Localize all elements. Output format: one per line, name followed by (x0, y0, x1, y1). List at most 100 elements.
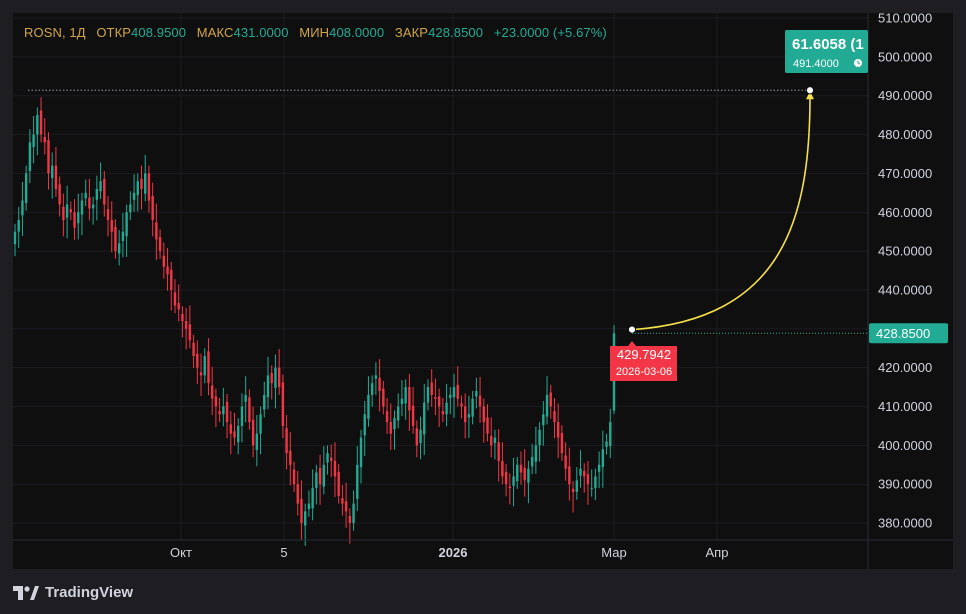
candle-body (222, 406, 225, 415)
candle-body (244, 394, 247, 402)
candle-body (571, 488, 575, 492)
candle-body (430, 382, 433, 395)
y-tick-label: 510.0000 (878, 11, 932, 26)
candle-body (463, 406, 467, 423)
candle-body (125, 212, 128, 237)
candle-body (408, 387, 411, 411)
projection-overlay: 429.7942 2026-03-06 61.6058 (1 491.4000 428.… (28, 30, 948, 381)
last-price-value: 428.8500 (876, 326, 930, 341)
candle-body (132, 192, 136, 200)
candle-body (523, 467, 526, 481)
time-axis: Окт 5 2026 Мар Апр (170, 545, 728, 560)
candle-body (568, 466, 571, 485)
ohlc-legend: ROSN, 1Д ОТКР408.9500 МАКС431.0000 МИН40… (24, 25, 607, 40)
low-label: МИН (299, 25, 330, 40)
candle-body (270, 373, 273, 384)
candle-body (564, 455, 567, 469)
candle-body (147, 173, 151, 201)
candle-body (166, 266, 169, 275)
candle-body (367, 394, 370, 419)
candle-body (519, 464, 523, 473)
candle-body (36, 115, 39, 135)
candle-body (337, 471, 340, 496)
x-tick-label: 2026 (439, 545, 468, 560)
candle-body (359, 437, 363, 468)
candle-body (214, 396, 218, 407)
candle-body (389, 422, 392, 434)
candle-body (296, 484, 299, 504)
candle-body (17, 220, 20, 232)
y-tick-label: 470.0000 (878, 166, 932, 181)
tradingview-brand[interactable]: TradingView (13, 584, 133, 601)
candle-body (575, 480, 578, 492)
tradingview-logo-icon (13, 585, 39, 600)
candle-body (151, 195, 154, 221)
candle-body (65, 204, 69, 218)
candle-body (527, 468, 530, 483)
candle-body (471, 398, 474, 417)
candle-body (51, 165, 54, 179)
candle-body (69, 209, 73, 213)
candle-body (456, 384, 459, 399)
candle-body (344, 501, 348, 512)
candle-body (266, 375, 270, 398)
candle-body (434, 397, 437, 399)
candle-body (530, 457, 534, 467)
candle-body (374, 375, 378, 379)
close-value: 428.8500 (428, 25, 484, 40)
candle-body (106, 209, 110, 221)
candle-body (73, 212, 76, 228)
candle-body (177, 303, 180, 310)
target-price: 491.4000 (793, 58, 839, 70)
candle-body (274, 367, 277, 388)
candle-body (248, 397, 251, 423)
y-tick-label: 490.0000 (878, 88, 932, 103)
candle-body (39, 110, 43, 135)
candle-body (326, 453, 329, 463)
y-tick-label: 410.0000 (878, 399, 932, 414)
candle-body (583, 470, 586, 477)
candle-body (110, 220, 113, 232)
candle-body (601, 449, 605, 468)
candle-body (263, 394, 266, 410)
candle-body (348, 516, 352, 524)
candle-body (129, 204, 132, 213)
candle-body (21, 200, 24, 216)
y-tick-label: 440.0000 (878, 282, 932, 297)
candle-body (482, 406, 485, 423)
candle-body (277, 367, 281, 388)
y-tick-label: 390.0000 (878, 477, 932, 492)
candle-body (121, 231, 125, 241)
marker-date: 2026-03-06 (616, 366, 672, 378)
candle-body (378, 377, 381, 391)
projection-start-point[interactable] (627, 325, 637, 334)
candle-body (196, 353, 199, 368)
candle-body (255, 433, 259, 451)
candle-body (251, 419, 255, 446)
projection-end-point[interactable] (805, 86, 815, 95)
candle-body (393, 418, 396, 430)
target-label: 61.6058 (1 491.4000 (785, 30, 868, 73)
chart-panel[interactable] (13, 13, 953, 569)
candle-body (501, 460, 504, 477)
close-label: ЗАКР (394, 25, 429, 40)
candle-body (199, 372, 203, 376)
candle-body (88, 197, 91, 209)
candle-body (363, 414, 366, 436)
candle-body (534, 445, 538, 462)
symbol-label[interactable]: ROSN, 1Д (24, 25, 86, 40)
target-change: 61.6058 (1 (792, 36, 864, 53)
marker-value: 429.7942 (617, 347, 671, 362)
candle-body (486, 417, 489, 434)
candle-body (512, 476, 515, 486)
candle-body (341, 498, 344, 504)
candlestick-series (13, 97, 616, 546)
price-axis: 510.0000 500.0000 490.0000 480.0000 470.0000… (13, 11, 953, 569)
candle-body (229, 424, 232, 434)
candle-body (452, 387, 456, 398)
candle-body (400, 398, 404, 405)
y-tick-label: 500.0000 (878, 49, 932, 64)
candle-body (117, 243, 121, 254)
candle-body (24, 173, 28, 203)
